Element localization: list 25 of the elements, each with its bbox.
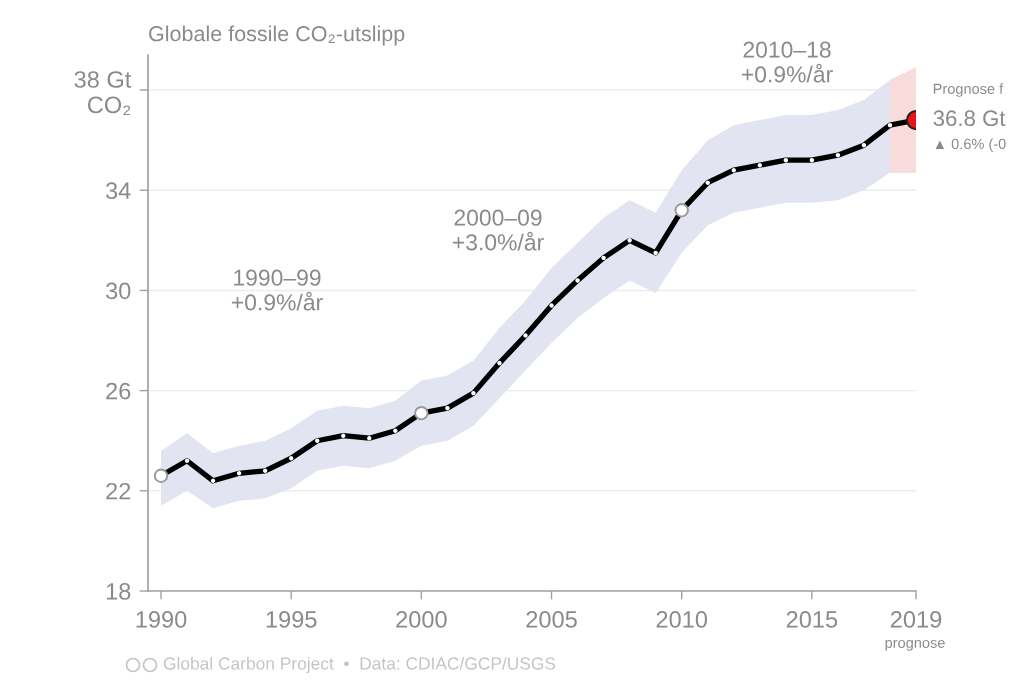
x-tick-label: 2005	[526, 611, 577, 628]
chart-title: Globale fossile CO₂-utslipp	[149, 25, 405, 46]
y-tick-label: 26	[106, 382, 131, 400]
point	[414, 405, 429, 421]
annotation: 2000–09 +3.0%/år	[452, 209, 544, 251]
y-tick-label: 18	[106, 583, 131, 600]
x-tick-label: 2015	[786, 611, 838, 628]
annotation: ▲ 0.6% (-0	[935, 138, 1006, 152]
annotation: Prognose f	[933, 83, 1004, 97]
text: prognose	[885, 639, 945, 651]
x-tick-label: 2019	[890, 611, 942, 628]
x-tick-label: 2010	[656, 611, 708, 628]
y-tick-label: 22	[106, 482, 131, 500]
point	[153, 468, 169, 483]
annotation: 1990–99 +0.9%/år	[231, 269, 323, 311]
x-tick-label: 2000	[396, 611, 447, 628]
x-tick-label: 1995	[266, 611, 317, 628]
point	[674, 203, 689, 218]
y-tick-label: 38 Gt CO₂	[74, 71, 132, 116]
data-label: 36.8 Gt	[933, 110, 1006, 127]
y-tick-label: 30	[105, 282, 131, 300]
y-tick-label: 34	[105, 182, 131, 200]
annotation: 2010–18 +0.9%/år	[741, 41, 833, 83]
x-tick-label: 1990	[136, 611, 187, 628]
text: Global Carbon Project • Data: CDIAC/GCP/USGS	[163, 656, 556, 674]
